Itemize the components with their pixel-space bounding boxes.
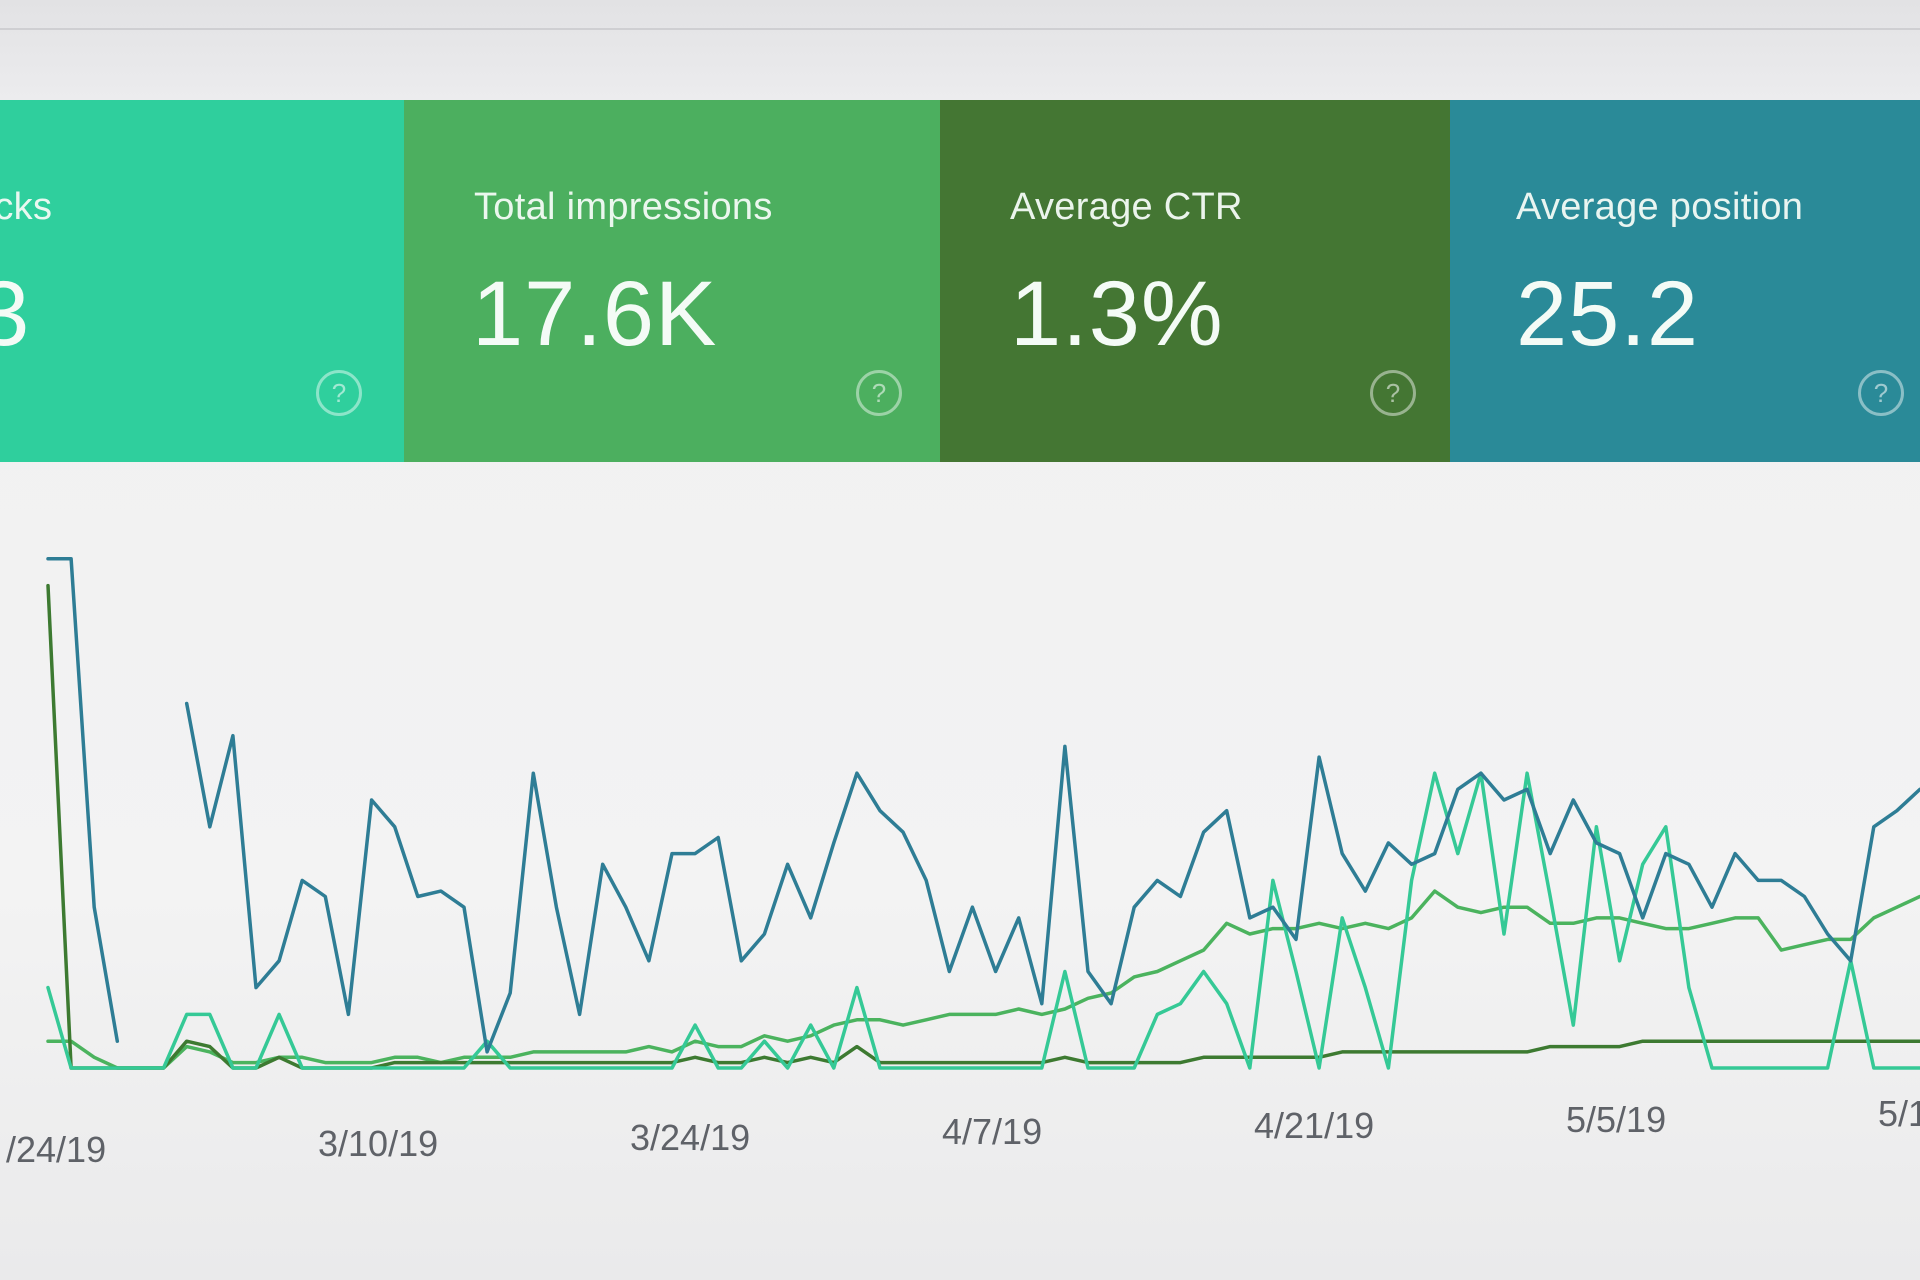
x-tick-label: 3/24/19 bbox=[630, 1117, 750, 1158]
card-average-position[interactable]: Average position 25.2 ? bbox=[1450, 100, 1920, 462]
metric-value: 1.3% bbox=[1010, 263, 1224, 365]
card-average-ctr[interactable]: Average CTR 1.3% ? bbox=[940, 100, 1450, 462]
x-tick-label: 4/21/19 bbox=[1254, 1105, 1374, 1146]
x-tick-label: 3/10/19 bbox=[318, 1123, 438, 1164]
x-tick-label: 4/7/19 bbox=[942, 1111, 1042, 1152]
position-line bbox=[46, 557, 1920, 1054]
ctr-line bbox=[46, 583, 1920, 1070]
metric-label: Average CTR bbox=[1010, 186, 1243, 228]
series-layer bbox=[46, 557, 1920, 1070]
metric-label: Average position bbox=[1516, 186, 1804, 228]
metric-cards: l clicks 23 ? Total impressions 17.6K ? … bbox=[0, 100, 1920, 462]
clicks-line bbox=[46, 771, 1920, 1070]
x-tick-label: /24/19 bbox=[6, 1129, 106, 1170]
card-total-impressions[interactable]: Total impressions 17.6K ? bbox=[404, 100, 940, 462]
help-icon[interactable]: ? bbox=[1858, 370, 1904, 416]
tick-layer: /24/19 3/10/19 3/24/19 4/7/19 4/21/19 5/5/19 5… bbox=[6, 1093, 1920, 1170]
metric-label: l clicks bbox=[0, 186, 53, 228]
performance-chart[interactable]: /24/19 3/10/19 3/24/19 4/7/19 4/21/19 5/5/19 5… bbox=[0, 462, 1920, 1280]
help-icon[interactable]: ? bbox=[316, 370, 362, 416]
help-icon[interactable]: ? bbox=[856, 370, 902, 416]
metric-value: 23 bbox=[0, 263, 31, 365]
impressions-line bbox=[46, 889, 1920, 1070]
x-tick-label: 5/19/1 bbox=[1878, 1093, 1920, 1134]
metric-value: 17.6K bbox=[472, 263, 718, 365]
metric-label: Total impressions bbox=[474, 186, 773, 228]
top-strip bbox=[0, 0, 1920, 100]
divider bbox=[0, 28, 1920, 30]
metric-value: 25.2 bbox=[1516, 263, 1700, 365]
help-icon[interactable]: ? bbox=[1370, 370, 1416, 416]
card-total-clicks[interactable]: l clicks 23 ? bbox=[0, 100, 404, 462]
x-tick-label: 5/5/19 bbox=[1566, 1099, 1666, 1140]
chart-svg: /24/19 3/10/19 3/24/19 4/7/19 4/21/19 5/5/19 5… bbox=[6, 557, 1920, 1170]
